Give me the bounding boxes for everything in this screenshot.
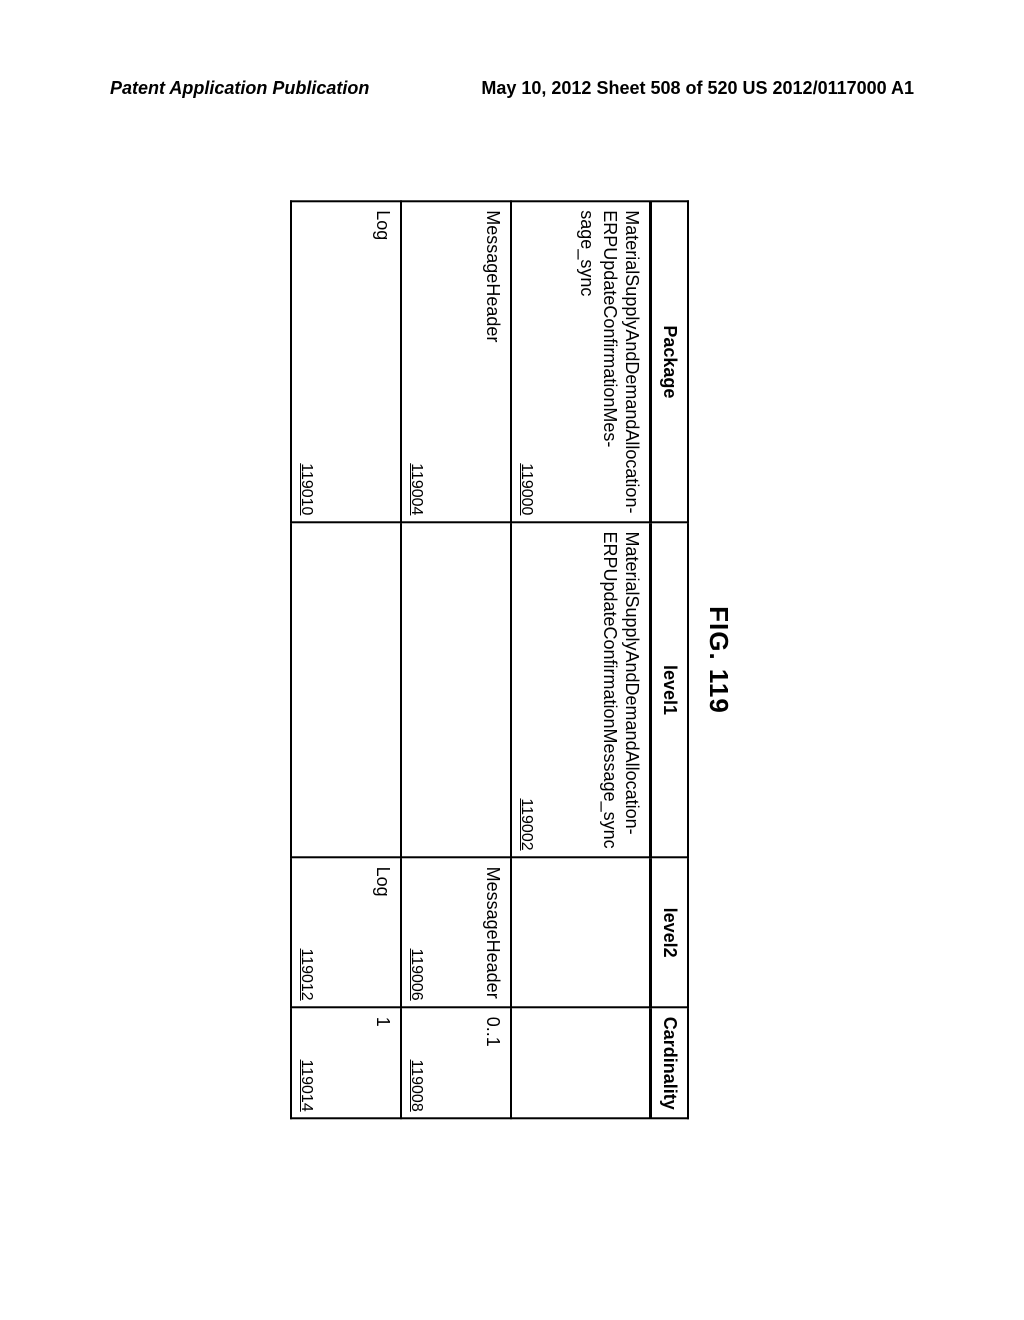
ref-number: 119006 <box>406 948 426 1000</box>
ref-number: 119004 <box>406 463 426 515</box>
structure-table: Package level1 level2 Cardinality Materi… <box>290 200 689 1119</box>
col-header-cardinality: Cardinality <box>651 1008 688 1119</box>
cell-level2 <box>511 858 651 1008</box>
header-right: May 10, 2012 Sheet 508 of 520 US 2012/01… <box>481 78 914 99</box>
cell-level2: MessageHeader 119006 <box>401 858 511 1008</box>
cell-cardinality: 0..1 119008 <box>401 1008 511 1119</box>
cell-level1 <box>401 522 511 857</box>
cell-text: 0..1 <box>483 1017 503 1047</box>
cell-package: MessageHeader 119004 <box>401 201 511 522</box>
ref-number: 119014 <box>296 1060 316 1112</box>
table-row: MessageHeader 119004 MessageHeader 11900… <box>401 201 511 1118</box>
cell-text: Log <box>373 867 393 897</box>
col-header-level2: level2 <box>651 858 688 1008</box>
figure-title: FIG. 119 <box>703 200 734 1119</box>
cell-text: MaterialSupplyAndDemandAllocation-ERPUpd… <box>600 531 643 848</box>
figure-wrapper: FIG. 119 Package level1 level2 Cardinali… <box>290 200 734 1119</box>
cell-text: MaterialSupplyAndDemandAllocation-ERPUpd… <box>578 210 643 513</box>
cell-package: MaterialSupplyAndDemandAllocation-ERPUpd… <box>511 201 651 522</box>
table-header-row: Package level1 level2 Cardinality <box>651 201 688 1118</box>
col-header-level1: level1 <box>651 522 688 857</box>
cell-cardinality <box>511 1008 651 1119</box>
table-row: MaterialSupplyAndDemandAllocation-ERPUpd… <box>511 201 651 1118</box>
cell-cardinality: 1 119014 <box>291 1008 401 1119</box>
ref-number: 119000 <box>516 463 536 515</box>
ref-number: 119008 <box>406 1060 426 1112</box>
page-header: Patent Application Publication May 10, 2… <box>0 78 1024 99</box>
cell-package: Log 119010 <box>291 201 401 522</box>
ref-number: 119010 <box>296 463 316 515</box>
cell-text: MessageHeader <box>483 867 503 999</box>
col-header-package: Package <box>651 201 688 522</box>
cell-text: Log <box>373 210 393 240</box>
table-row: Log 119010 Log 119012 1 119014 <box>291 201 401 1118</box>
ref-number: 119002 <box>516 798 536 850</box>
ref-number: 119012 <box>296 948 316 1000</box>
cell-level1 <box>291 522 401 857</box>
header-left: Patent Application Publication <box>110 78 369 99</box>
cell-text: MessageHeader <box>483 210 503 342</box>
cell-level1: MaterialSupplyAndDemandAllocation-ERPUpd… <box>511 522 651 857</box>
cell-level2: Log 119012 <box>291 858 401 1008</box>
cell-text: 1 <box>373 1017 393 1027</box>
